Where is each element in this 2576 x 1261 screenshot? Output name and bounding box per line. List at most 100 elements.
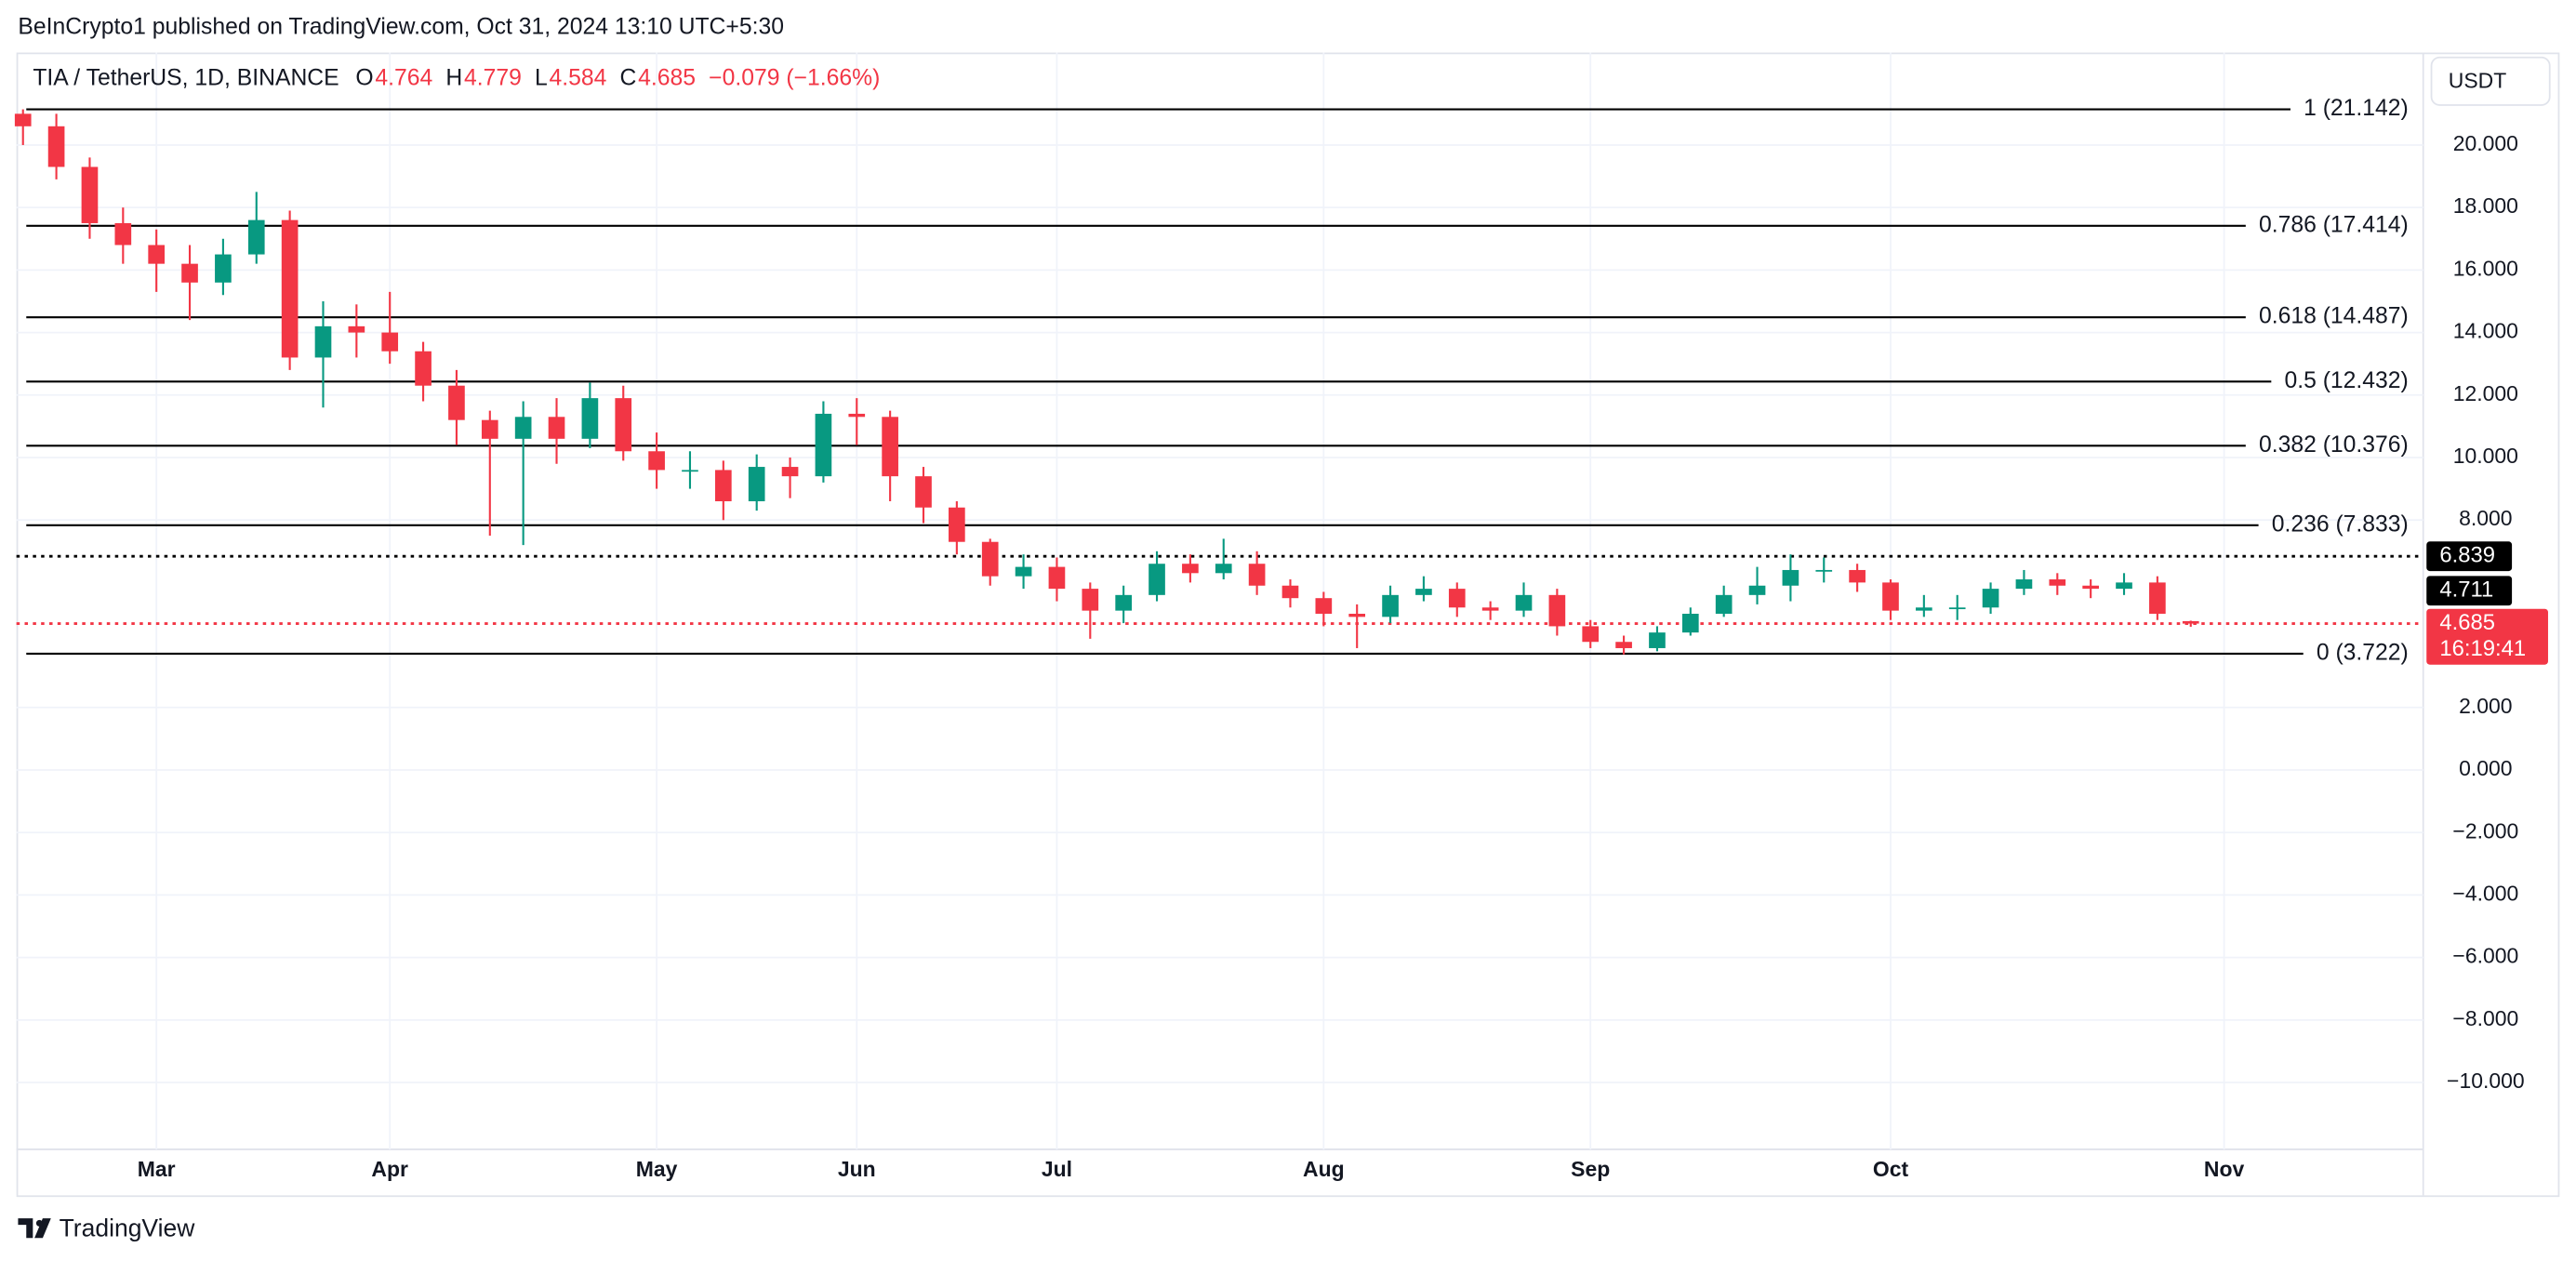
candle-body	[1082, 589, 1099, 611]
candle-body	[81, 166, 99, 223]
candle-body	[581, 398, 599, 439]
candle-body	[14, 113, 32, 126]
price-tag-label: 4.685	[2439, 610, 2495, 635]
candle-body	[615, 398, 632, 452]
candle-body	[1448, 589, 1466, 608]
symbol-title: TIA / TetherUS, 1D, BINANCE	[33, 65, 339, 90]
y-tick-label: 18.000	[2453, 193, 2518, 218]
candle-body	[1782, 569, 1799, 586]
y-tick-label: −8.000	[2452, 1006, 2518, 1030]
candle-body	[281, 219, 299, 358]
candle-body	[1215, 564, 1232, 574]
candle-body	[2049, 579, 2066, 586]
level-label: 0.382 (10.376)	[2259, 432, 2409, 458]
candle-body	[381, 332, 399, 352]
currency-button[interactable]	[2430, 56, 2551, 106]
y-tick-label: −4.000	[2452, 881, 2518, 905]
candle-body	[47, 126, 65, 167]
candle-body	[2182, 620, 2199, 624]
candle-body	[1548, 594, 1566, 627]
y-tick-label: 12.000	[2453, 381, 2518, 405]
candle-body	[1916, 607, 1932, 611]
price-tag-label: 4.711	[2439, 577, 2493, 603]
candle-body	[815, 413, 832, 477]
candle-body	[648, 451, 665, 471]
y-tick-label: 8.000	[2459, 506, 2512, 530]
change-label: −0.079 (−1.66%)	[709, 65, 880, 90]
countdown-label: 16:19:41	[2439, 636, 2526, 661]
candle-body	[314, 325, 332, 358]
candle-body	[949, 507, 965, 542]
y-tick-label: −2.000	[2452, 818, 2518, 843]
candle-body	[748, 467, 765, 502]
ohlc-value: 4.685	[638, 65, 696, 90]
candle-body	[2082, 585, 2099, 590]
x-tick-label: Mar	[138, 1157, 176, 1181]
candle-body	[848, 413, 866, 418]
logo-dot	[35, 1219, 43, 1227]
price-tag-label: 6.839	[2439, 543, 2495, 568]
level-label: 0 (3.722)	[2317, 640, 2409, 665]
publisher-line: BeInCrypto1 published on TradingView.com…	[18, 15, 784, 40]
candle-body	[2015, 579, 2033, 590]
candle-body	[514, 417, 532, 439]
x-tick-label: Apr	[371, 1157, 408, 1181]
candle-body	[1382, 594, 1399, 617]
ohlc-value: 4.584	[550, 65, 607, 90]
level-label: 0.5 (12.432)	[2284, 368, 2408, 393]
candle-body	[247, 219, 265, 255]
candle-body	[1281, 585, 1299, 599]
candle-body	[2116, 582, 2132, 590]
x-tick-label: Aug	[1303, 1157, 1345, 1181]
y-tick-label: −6.000	[2452, 944, 2518, 968]
x-tick-label: Sep	[1571, 1157, 1610, 1181]
ohlc-letter: O	[355, 65, 373, 90]
y-tick-label: 20.000	[2453, 131, 2518, 155]
y-tick-label: −10.000	[2447, 1069, 2525, 1093]
y-tick-label: 2.000	[2459, 694, 2512, 718]
ohlc-value: 4.764	[375, 65, 432, 90]
currency-label[interactable]: USDT	[2449, 68, 2506, 92]
level-label: 0.786 (17.414)	[2259, 212, 2409, 237]
candle-body	[448, 385, 465, 420]
candle-body	[1415, 589, 1432, 595]
candle-body	[1315, 598, 1333, 614]
candle-body	[348, 325, 365, 333]
ohlc-value: 4.779	[464, 65, 522, 90]
candle-body	[1582, 626, 1600, 643]
x-tick-label: May	[636, 1157, 678, 1181]
ohlc-letter: H	[445, 65, 462, 90]
candle-body	[1681, 613, 1699, 633]
level-label: 0.236 (7.833)	[2272, 511, 2409, 537]
candle-body	[548, 417, 565, 439]
footer-brand: TradingView	[60, 1214, 196, 1241]
candle-body	[714, 470, 732, 502]
y-tick-label: 0.000	[2459, 756, 2512, 780]
candle-body	[1481, 607, 1499, 611]
x-tick-label: Nov	[2204, 1157, 2245, 1181]
ohlc-letter: C	[620, 65, 637, 90]
grid	[16, 52, 2423, 1149]
candle-body	[781, 467, 799, 477]
candle-body	[1715, 594, 1733, 614]
candle-body	[1248, 564, 1266, 586]
candle-body	[1015, 566, 1032, 577]
candle-body	[148, 245, 166, 264]
candle-body	[1182, 564, 1199, 574]
price-tag	[2426, 541, 2513, 572]
candle-body	[2149, 582, 2166, 614]
candle-body	[1849, 569, 1866, 583]
candle-body	[1882, 582, 1899, 611]
candle-body	[114, 222, 132, 246]
candle-body	[1815, 569, 1833, 572]
y-tick-label: 16.000	[2453, 256, 2518, 280]
ohlc-letter: L	[535, 65, 548, 90]
candle-body	[1948, 607, 1966, 610]
y-tick-label: 10.000	[2453, 444, 2518, 468]
candle-body	[1115, 594, 1132, 611]
price-tag	[2426, 608, 2548, 665]
candle-body	[915, 476, 932, 508]
candle-body	[1748, 585, 1766, 595]
